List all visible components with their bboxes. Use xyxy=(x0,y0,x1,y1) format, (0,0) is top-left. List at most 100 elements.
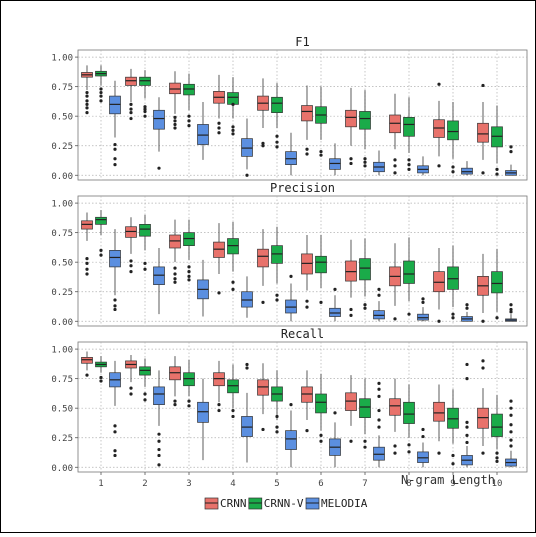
outlier-point xyxy=(363,306,367,310)
outlier-point xyxy=(85,272,89,276)
box-iqr xyxy=(301,105,313,122)
box-crnn-1 xyxy=(81,351,93,377)
box-crnn-7 xyxy=(345,239,357,317)
outlier-point xyxy=(407,443,411,447)
outlier-point xyxy=(143,107,147,111)
legend-item-crnn-v: CRNN-V xyxy=(248,497,304,510)
outlier-point xyxy=(275,425,279,429)
outlier-point xyxy=(377,418,381,422)
outlier-point xyxy=(99,379,103,383)
box-melodia-5 xyxy=(285,403,297,468)
panel-strip xyxy=(78,181,527,196)
outlier-point xyxy=(99,99,103,103)
outlier-point xyxy=(173,399,177,403)
outlier-point xyxy=(187,270,191,274)
box-melodia-2 xyxy=(153,370,165,467)
outlier-point xyxy=(509,145,513,149)
outlier-point xyxy=(261,141,265,145)
outlier-point xyxy=(231,280,235,284)
outlier-point xyxy=(481,319,485,323)
outlier-point xyxy=(509,430,513,434)
outlier-point xyxy=(85,373,89,377)
outlier-point xyxy=(129,386,133,390)
outlier-point xyxy=(275,298,279,302)
outlier-point xyxy=(509,310,513,314)
box-crnn-v-7 xyxy=(359,90,371,168)
box-iqr xyxy=(271,96,283,113)
y-tick-label: 0.75 xyxy=(51,229,73,239)
outlier-point xyxy=(509,423,513,427)
box-crnn-v-6 xyxy=(315,235,327,304)
outlier-point xyxy=(363,303,367,307)
outlier-point xyxy=(217,291,221,295)
outlier-point xyxy=(509,150,513,154)
outlier-point xyxy=(495,167,499,171)
box-iqr xyxy=(109,250,121,268)
outlier-point xyxy=(187,265,191,269)
box-melodia-4 xyxy=(241,362,253,463)
outlier-point xyxy=(509,406,513,410)
outlier-point xyxy=(143,392,147,396)
box-crnn-v-4 xyxy=(227,77,239,136)
box-iqr xyxy=(257,248,269,268)
outlier-point xyxy=(173,122,177,127)
outlier-point xyxy=(465,440,469,445)
outlier-point xyxy=(113,147,117,151)
x-tick-label: 7 xyxy=(362,479,367,489)
outlier-point xyxy=(349,161,353,166)
box-iqr xyxy=(359,258,371,281)
outlier-point xyxy=(451,316,455,320)
box-melodia-9 xyxy=(461,362,473,468)
panels: F1 0.00 0.25 0.50 0.75 1.00 Precision 0.00 0.25 0… xyxy=(51,35,528,474)
box-melodia-2 xyxy=(153,97,165,170)
outlier-point xyxy=(245,173,249,177)
outlier-point xyxy=(319,150,323,154)
outlier-point xyxy=(173,277,177,281)
panel-precision: Precision 0.00 0.25 0.50 0.75 1.00 xyxy=(51,181,528,328)
outlier-point xyxy=(407,158,411,162)
outlier-point xyxy=(289,403,293,407)
outlier-point xyxy=(451,165,455,169)
outlier-point xyxy=(481,171,485,175)
outlier-point xyxy=(495,451,499,455)
box-crnn-4 xyxy=(213,74,225,135)
box-iqr xyxy=(153,109,165,130)
x-tick-label: 3 xyxy=(186,479,191,489)
outlier-point xyxy=(113,424,117,428)
box-crnn-10 xyxy=(477,253,489,323)
box-crnn-v-4 xyxy=(227,222,239,291)
outlier-point xyxy=(349,439,353,443)
panel-recall: Recall 0.00 0.25 0.50 0.75 1.00 xyxy=(51,327,528,474)
box-melodia-10 xyxy=(505,303,517,322)
outlier-point xyxy=(143,398,147,402)
outlier-point xyxy=(157,439,161,443)
outlier-point xyxy=(437,82,441,86)
x-axis: 1 2 3 4 5 6 7 8 9 10 xyxy=(98,472,502,489)
outlier-point xyxy=(363,445,367,449)
outlier-point xyxy=(465,303,469,307)
box-melodia-8 xyxy=(417,156,429,176)
box-melodia-9 xyxy=(461,161,473,176)
panel-title: Precision xyxy=(270,181,335,195)
panel-title: Recall xyxy=(281,327,324,341)
y-tick-label: 0.00 xyxy=(51,172,73,182)
box-melodia-5 xyxy=(285,132,297,176)
outlier-point xyxy=(187,404,191,408)
outlier-point xyxy=(217,408,221,413)
outlier-point xyxy=(377,425,381,429)
box-melodia-5 xyxy=(285,274,297,322)
x-tick-label: 5 xyxy=(274,479,279,489)
box-crnn-v-8 xyxy=(403,384,415,454)
outlier-point xyxy=(129,264,133,268)
outlier-point xyxy=(261,144,265,148)
outlier-point xyxy=(143,261,147,265)
outlier-point xyxy=(173,280,177,284)
box-crnn-v-8 xyxy=(403,97,415,171)
legend-label: CRNN-V xyxy=(264,497,304,510)
panel-f1: F1 0.00 0.25 0.50 0.75 1.00 xyxy=(51,35,528,182)
box-melodia-1 xyxy=(109,360,121,458)
outlier-point xyxy=(85,261,89,265)
box-crnn-v-9 xyxy=(447,245,459,320)
outlier-point xyxy=(187,278,191,282)
